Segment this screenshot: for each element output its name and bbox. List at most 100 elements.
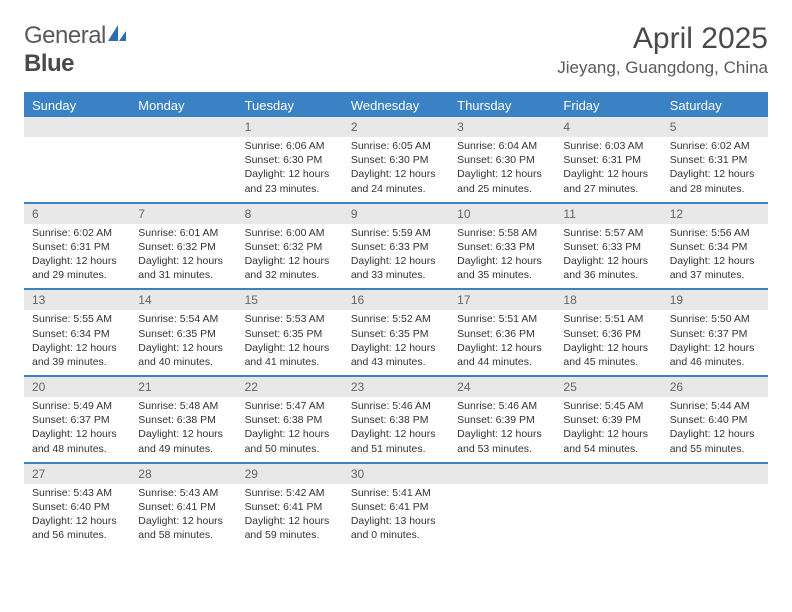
calendar-day: 18Sunrise: 5:51 AMSunset: 6:36 PMDayligh… [555,290,661,375]
day-details: Sunrise: 5:58 AMSunset: 6:33 PMDaylight:… [449,224,555,289]
day-details: Sunrise: 5:54 AMSunset: 6:35 PMDaylight:… [130,310,236,375]
day-number: 10 [449,204,555,224]
day-details: Sunrise: 6:02 AMSunset: 6:31 PMDaylight:… [24,224,130,289]
day-number: 18 [555,290,661,310]
day-details: Sunrise: 5:41 AMSunset: 6:41 PMDaylight:… [343,484,449,549]
calendar-day: 17Sunrise: 5:51 AMSunset: 6:36 PMDayligh… [449,290,555,375]
day-number: 16 [343,290,449,310]
day-header: Saturday [662,94,768,117]
day-number: 30 [343,464,449,484]
calendar-day: 12Sunrise: 5:56 AMSunset: 6:34 PMDayligh… [662,204,768,289]
calendar-empty-cell [24,117,130,202]
day-details: Sunrise: 5:49 AMSunset: 6:37 PMDaylight:… [24,397,130,462]
calendar-day: 21Sunrise: 5:48 AMSunset: 6:38 PMDayligh… [130,377,236,462]
calendar-day: 30Sunrise: 5:41 AMSunset: 6:41 PMDayligh… [343,464,449,549]
day-number: 13 [24,290,130,310]
day-number [662,464,768,484]
calendar-day: 16Sunrise: 5:52 AMSunset: 6:35 PMDayligh… [343,290,449,375]
day-details: Sunrise: 5:46 AMSunset: 6:38 PMDaylight:… [343,397,449,462]
calendar-day: 8Sunrise: 6:00 AMSunset: 6:32 PMDaylight… [237,204,343,289]
day-number: 11 [555,204,661,224]
calendar-day: 11Sunrise: 5:57 AMSunset: 6:33 PMDayligh… [555,204,661,289]
day-number: 22 [237,377,343,397]
calendar-weeks: 1Sunrise: 6:06 AMSunset: 6:30 PMDaylight… [24,117,768,548]
day-header: Sunday [24,94,130,117]
day-details [555,484,661,492]
calendar-empty-cell [449,464,555,549]
day-number [449,464,555,484]
day-details: Sunrise: 5:52 AMSunset: 6:35 PMDaylight:… [343,310,449,375]
calendar-empty-cell [555,464,661,549]
day-details: Sunrise: 5:50 AMSunset: 6:37 PMDaylight:… [662,310,768,375]
day-number: 26 [662,377,768,397]
location: Jieyang, Guangdong, China [557,58,768,78]
calendar-day: 2Sunrise: 6:05 AMSunset: 6:30 PMDaylight… [343,117,449,202]
month-title: April 2025 [557,22,768,56]
calendar: SundayMondayTuesdayWednesdayThursdayFrid… [24,92,768,548]
calendar-day: 9Sunrise: 5:59 AMSunset: 6:33 PMDaylight… [343,204,449,289]
calendar-day: 24Sunrise: 5:46 AMSunset: 6:39 PMDayligh… [449,377,555,462]
day-number: 14 [130,290,236,310]
day-number: 6 [24,204,130,224]
calendar-day: 23Sunrise: 5:46 AMSunset: 6:38 PMDayligh… [343,377,449,462]
day-details: Sunrise: 6:06 AMSunset: 6:30 PMDaylight:… [237,137,343,202]
day-number: 20 [24,377,130,397]
day-details: Sunrise: 5:42 AMSunset: 6:41 PMDaylight:… [237,484,343,549]
calendar-day: 14Sunrise: 5:54 AMSunset: 6:35 PMDayligh… [130,290,236,375]
calendar-week: 6Sunrise: 6:02 AMSunset: 6:31 PMDaylight… [24,202,768,289]
calendar-day: 20Sunrise: 5:49 AMSunset: 6:37 PMDayligh… [24,377,130,462]
day-number: 12 [662,204,768,224]
day-details: Sunrise: 6:01 AMSunset: 6:32 PMDaylight:… [130,224,236,289]
day-details: Sunrise: 5:47 AMSunset: 6:38 PMDaylight:… [237,397,343,462]
day-details: Sunrise: 5:48 AMSunset: 6:38 PMDaylight:… [130,397,236,462]
day-number: 29 [237,464,343,484]
calendar-day: 3Sunrise: 6:04 AMSunset: 6:30 PMDaylight… [449,117,555,202]
day-details: Sunrise: 5:57 AMSunset: 6:33 PMDaylight:… [555,224,661,289]
calendar-day: 28Sunrise: 5:43 AMSunset: 6:41 PMDayligh… [130,464,236,549]
calendar-week: 1Sunrise: 6:06 AMSunset: 6:30 PMDaylight… [24,117,768,202]
day-number: 23 [343,377,449,397]
day-details: Sunrise: 5:56 AMSunset: 6:34 PMDaylight:… [662,224,768,289]
calendar-day: 29Sunrise: 5:42 AMSunset: 6:41 PMDayligh… [237,464,343,549]
day-number: 17 [449,290,555,310]
day-number: 15 [237,290,343,310]
day-details: Sunrise: 5:51 AMSunset: 6:36 PMDaylight:… [555,310,661,375]
calendar-empty-cell [662,464,768,549]
calendar-day: 26Sunrise: 5:44 AMSunset: 6:40 PMDayligh… [662,377,768,462]
day-header: Tuesday [237,94,343,117]
day-number: 25 [555,377,661,397]
logo: GeneralBlue [24,22,128,78]
calendar-day: 22Sunrise: 5:47 AMSunset: 6:38 PMDayligh… [237,377,343,462]
day-details [24,137,130,145]
day-number: 3 [449,117,555,137]
calendar-day: 10Sunrise: 5:58 AMSunset: 6:33 PMDayligh… [449,204,555,289]
day-details [662,484,768,492]
day-number: 2 [343,117,449,137]
logo-sail-icon [106,22,128,50]
day-details [449,484,555,492]
title-block: April 2025 Jieyang, Guangdong, China [557,22,768,78]
calendar-day: 6Sunrise: 6:02 AMSunset: 6:31 PMDaylight… [24,204,130,289]
calendar-day: 13Sunrise: 5:55 AMSunset: 6:34 PMDayligh… [24,290,130,375]
calendar-day: 19Sunrise: 5:50 AMSunset: 6:37 PMDayligh… [662,290,768,375]
day-details: Sunrise: 6:00 AMSunset: 6:32 PMDaylight:… [237,224,343,289]
day-details [130,137,236,145]
day-details: Sunrise: 6:04 AMSunset: 6:30 PMDaylight:… [449,137,555,202]
day-details: Sunrise: 5:51 AMSunset: 6:36 PMDaylight:… [449,310,555,375]
day-details: Sunrise: 5:43 AMSunset: 6:40 PMDaylight:… [24,484,130,549]
day-details: Sunrise: 5:46 AMSunset: 6:39 PMDaylight:… [449,397,555,462]
header: GeneralBlue April 2025 Jieyang, Guangdon… [24,22,768,78]
day-number: 1 [237,117,343,137]
day-details: Sunrise: 5:43 AMSunset: 6:41 PMDaylight:… [130,484,236,549]
calendar-day: 1Sunrise: 6:06 AMSunset: 6:30 PMDaylight… [237,117,343,202]
day-number: 19 [662,290,768,310]
day-details: Sunrise: 5:45 AMSunset: 6:39 PMDaylight:… [555,397,661,462]
day-header: Wednesday [343,94,449,117]
day-number: 9 [343,204,449,224]
day-number: 24 [449,377,555,397]
day-number [555,464,661,484]
day-header: Friday [555,94,661,117]
day-number: 4 [555,117,661,137]
day-details: Sunrise: 5:53 AMSunset: 6:35 PMDaylight:… [237,310,343,375]
day-number: 5 [662,117,768,137]
